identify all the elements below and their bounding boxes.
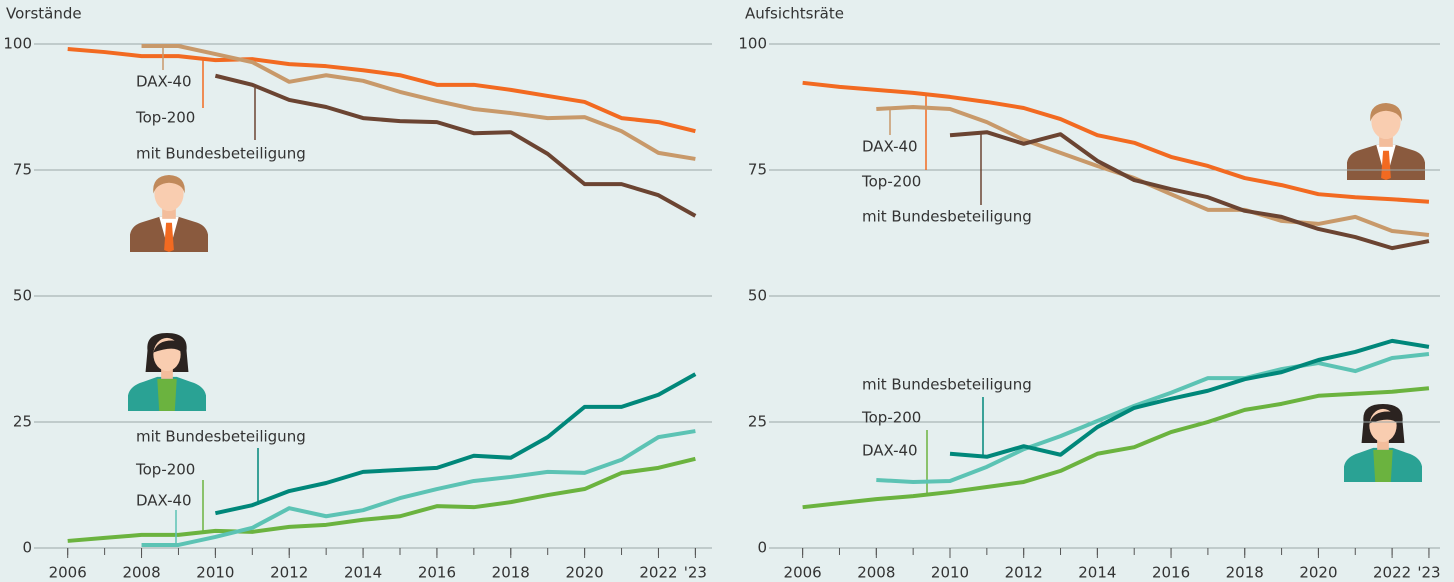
y-tick-label: 25 [13, 413, 32, 431]
x-tick-label: 2022 [639, 564, 677, 582]
series-label: Top-200 [861, 409, 921, 427]
x-tick-label: 2008 [122, 564, 160, 582]
x-tick-label: 2022 [1373, 564, 1411, 582]
icon-woman [128, 333, 206, 411]
x-tick-label: 2016 [418, 564, 456, 582]
y-tick-label: 100 [738, 35, 767, 53]
series-line [950, 341, 1429, 457]
x-tick-label: 2014 [344, 564, 382, 582]
x-tick-label: 2016 [1152, 564, 1190, 582]
series-label: mit Bundesbeteiligung [862, 208, 1032, 226]
icon-woman [1344, 404, 1422, 482]
x-tick-label: 2006 [784, 564, 822, 582]
series-label: DAX-40 [862, 442, 918, 460]
x-tick-label: 2006 [49, 564, 87, 582]
x-tick-label: 2010 [931, 564, 969, 582]
x-tick-label: '23 [684, 564, 707, 582]
x-tick-label: 2018 [492, 564, 530, 582]
y-tick-label: 50 [748, 287, 767, 305]
y-tick-label: 75 [748, 161, 767, 179]
x-tick-label: 2012 [270, 564, 308, 582]
y-tick-label: 0 [22, 539, 32, 557]
icon-man [130, 175, 208, 252]
series-label: Top-200 [861, 173, 921, 191]
x-tick-label: 2018 [1226, 564, 1264, 582]
series-line [950, 132, 1429, 248]
icon-man [1347, 103, 1425, 180]
series-label: mit Bundesbeteiligung [136, 428, 306, 446]
series-label: mit Bundesbeteiligung [862, 376, 1032, 394]
x-tick-label: 2012 [1005, 564, 1043, 582]
panel-title: Vorstände [6, 5, 82, 23]
y-tick-label: 0 [757, 539, 767, 557]
x-tick-label: '23 [1417, 564, 1440, 582]
panel-title: Aufsichtsräte [745, 5, 844, 23]
y-tick-label: 75 [13, 161, 32, 179]
series-line [142, 46, 696, 159]
series-label: DAX-40 [862, 138, 918, 156]
chart: Vorstände 0 25 50 75 100 2006 2008 2010 2012 2014 2… [0, 0, 1454, 582]
series-line [142, 431, 696, 545]
series-label: DAX-40 [136, 492, 192, 510]
series-label: DAX-40 [136, 73, 192, 91]
x-tick-label: 2020 [1299, 564, 1337, 582]
y-tick-label: 25 [748, 413, 767, 431]
y-tick-label: 100 [3, 35, 32, 53]
x-tick-label: 2020 [566, 564, 604, 582]
y-tick-label: 50 [13, 287, 32, 305]
series-label: mit Bundesbeteiligung [136, 145, 306, 163]
x-tick-label: 2008 [857, 564, 895, 582]
x-tick-label: 2014 [1078, 564, 1116, 582]
x-tick-label: 2010 [196, 564, 234, 582]
series-label: Top-200 [135, 461, 195, 479]
series-label: Top-200 [135, 109, 195, 127]
